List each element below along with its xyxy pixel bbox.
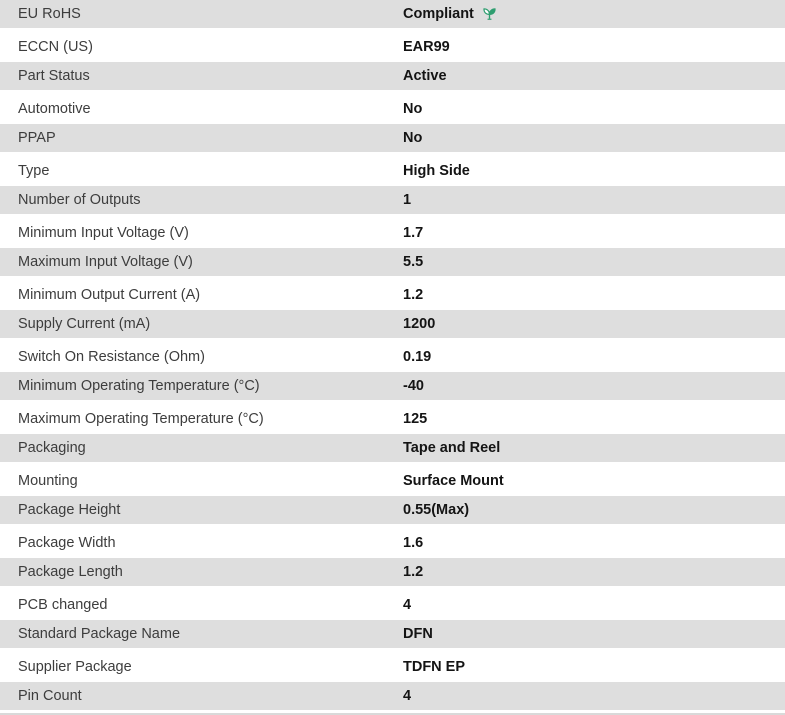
spec-attribute-value-cell: No (403, 101, 422, 117)
spec-attribute-value-cell: Tape and Reel (403, 440, 500, 456)
spec-attribute-value-cell: 5.5 (403, 254, 423, 270)
spec-attribute-value-cell: -40 (403, 378, 424, 394)
spec-row: Automotive No (0, 93, 785, 124)
spec-attribute-value: DFN (403, 626, 433, 642)
spec-attribute-value: Tape and Reel (403, 440, 501, 456)
spec-row: Package Width 1.6 (0, 527, 785, 558)
spec-attribute-value: -40 (403, 378, 424, 394)
spec-attribute-label: Supply Current (mA) (18, 316, 151, 332)
spec-attribute-value-cell: 0.19 (403, 349, 431, 365)
spec-attribute-value-cell: DFN (403, 626, 433, 642)
spec-row: Switch On Resistance (Ohm) 0.19 (0, 341, 785, 372)
spec-attribute-value-cell: 1.6 (403, 535, 423, 551)
spec-attribute-label: Pin Count (18, 688, 82, 704)
spec-attribute-label: Package Length (18, 564, 123, 580)
spec-attribute-value: Active (403, 68, 447, 84)
spec-row: Part Status Active (0, 62, 785, 93)
spec-attribute-label: EU RoHS (18, 6, 81, 22)
spec-attribute-label: Minimum Operating Temperature (°C) (18, 378, 260, 394)
spec-attribute-value: 4 (403, 596, 412, 613)
spec-attribute-label: Standard Package Name (18, 626, 181, 642)
spec-row: Packaging Tape and Reel (0, 434, 785, 465)
spec-row: Minimum Input Voltage (V) 1.7 (0, 217, 785, 248)
spec-row: Standard Package Name DFN (0, 620, 785, 651)
spec-attribute-value-cell: 0.55(Max) (403, 502, 469, 518)
spec-row: EU RoHS Compliant (0, 0, 785, 31)
spec-attribute-value: 1 (403, 192, 412, 208)
spec-attribute-value: No (403, 130, 423, 146)
spec-row: Package Height 0.55(Max) (0, 496, 785, 527)
spec-attribute-value: 0.55(Max) (403, 502, 470, 518)
spec-row: Pin Count 4 (0, 682, 785, 713)
spec-attribute-value-cell: 1.7 (403, 225, 423, 241)
spec-attribute-value-cell: Active (403, 68, 447, 84)
spec-attribute-value-cell: 1.2 (403, 564, 423, 580)
spec-attribute-value: TDFN EP (403, 658, 466, 675)
spec-row: ECCN (US) EAR99 (0, 31, 785, 62)
spec-attribute-value: EAR99 (403, 38, 450, 55)
spec-row: Supply Current (mA) 1200 (0, 310, 785, 341)
spec-attribute-value-cell: Compliant (403, 6, 497, 22)
spec-attribute-label: Switch On Resistance (Ohm) (18, 348, 205, 365)
spec-attribute-value-cell: 125 (403, 411, 427, 427)
spec-row: Number of Outputs 1 (0, 186, 785, 217)
spec-attribute-value: High Side (403, 162, 470, 179)
spec-attribute-value: 1.7 (403, 224, 424, 241)
spec-attribute-label: PCB changed (18, 596, 108, 613)
spec-attribute-label: Mounting (18, 472, 78, 489)
spec-attribute-label: Type (18, 162, 50, 179)
spec-attribute-label: Part Status (18, 68, 90, 84)
rohs-sprout-icon (482, 6, 497, 22)
spec-attribute-value: 1.2 (403, 286, 424, 303)
spec-attribute-label: Supplier Package (18, 658, 132, 675)
spec-row: PPAP No (0, 124, 785, 155)
spec-attribute-label: ECCN (US) (18, 38, 93, 55)
spec-attribute-label: Minimum Input Voltage (V) (18, 224, 189, 241)
spec-row: Maximum Input Voltage (V) 5.5 (0, 248, 785, 279)
spec-attribute-value-cell: 1 (403, 192, 411, 208)
spec-attribute-value: 5.5 (403, 254, 424, 270)
spec-attribute-value-cell: EAR99 (403, 39, 450, 55)
spec-attribute-label: Maximum Operating Temperature (°C) (18, 410, 264, 427)
spec-attribute-label: Number of Outputs (18, 192, 141, 208)
spec-row: Mounting Surface Mount (0, 465, 785, 496)
spec-attribute-label: PPAP (18, 130, 56, 146)
next-row-top-edge (0, 713, 785, 715)
spec-attribute-value-cell: 4 (403, 688, 411, 704)
spec-row: Package Length 1.2 (0, 558, 785, 589)
spec-attribute-value-cell: TDFN EP (403, 659, 465, 675)
spec-row: Supplier Package TDFN EP (0, 651, 785, 682)
spec-attribute-value-cell: 1.2 (403, 287, 423, 303)
spec-attribute-label: Maximum Input Voltage (V) (18, 254, 193, 270)
spec-attribute-value: 1.6 (403, 534, 424, 551)
spec-attribute-value-cell: High Side (403, 163, 470, 179)
spec-row: PCB changed 4 (0, 589, 785, 620)
spec-attribute-label: Package Height (18, 502, 121, 518)
spec-attribute-value: Surface Mount (403, 472, 504, 489)
spec-row: Maximum Operating Temperature (°C) 125 (0, 403, 785, 434)
spec-attribute-value-cell: Surface Mount (403, 473, 504, 489)
spec-attribute-value: 1.2 (403, 564, 424, 580)
spec-attribute-value: 1200 (403, 316, 436, 332)
spec-attribute-value-cell: No (403, 130, 422, 146)
spec-attribute-label: Automotive (18, 100, 91, 117)
spec-attribute-value: 4 (403, 688, 412, 704)
spec-attribute-label: Packaging (18, 440, 86, 456)
spec-row: Minimum Operating Temperature (°C) -40 (0, 372, 785, 403)
spec-attribute-label: Package Width (18, 534, 116, 551)
spec-attribute-value: No (403, 100, 423, 117)
spec-attribute-value-cell: 4 (403, 597, 411, 613)
spec-attribute-label: Minimum Output Current (A) (18, 286, 201, 303)
spec-attribute-value-cell: 1200 (403, 316, 435, 332)
spec-attribute-value: 125 (403, 410, 428, 427)
spec-row: Type High Side (0, 155, 785, 186)
spec-attribute-value: 0.19 (403, 348, 432, 365)
spec-attribute-value: Compliant (403, 6, 474, 22)
spec-row: Minimum Output Current (A) 1.2 (0, 279, 785, 310)
